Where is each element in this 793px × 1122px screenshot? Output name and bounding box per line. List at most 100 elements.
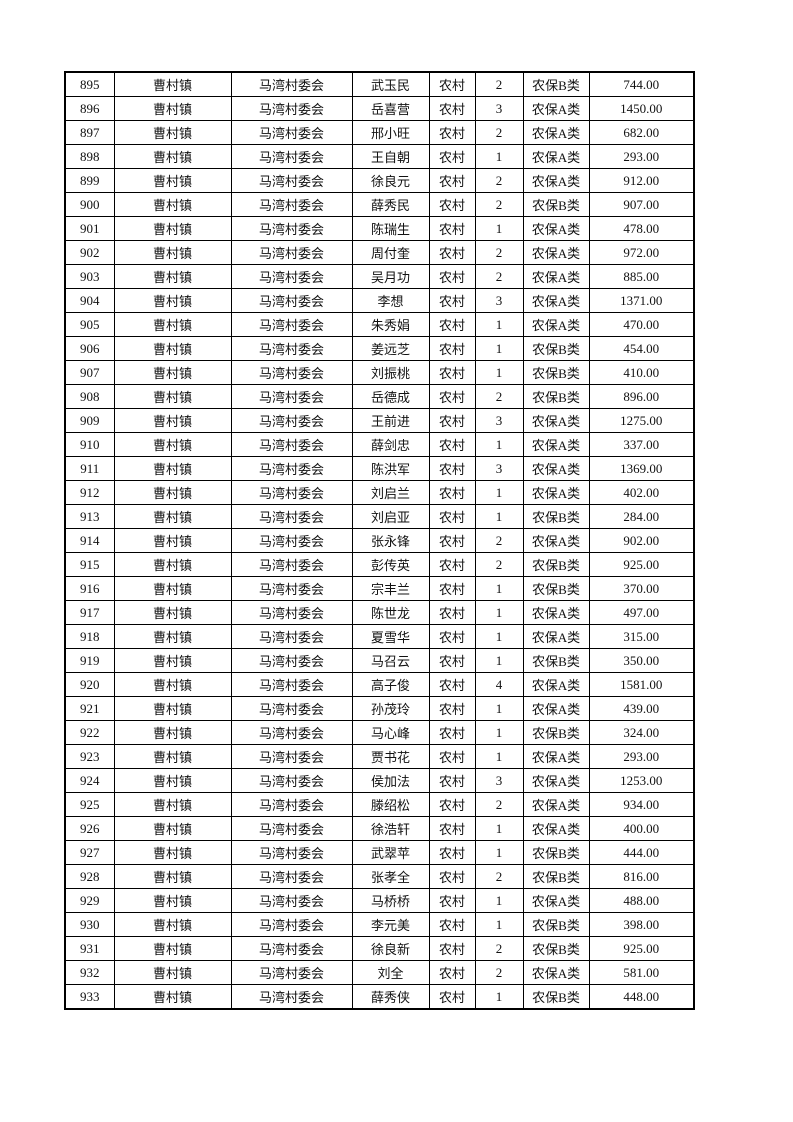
cell-count: 2 [474,864,524,889]
cell-category: 农保A类 [522,744,590,769]
cell-count: 1 [474,816,524,841]
cell-category: 农保A类 [522,888,590,913]
cell-town: 曹村镇 [113,696,232,721]
cell-num: 929 [64,888,115,913]
cell-count: 1 [474,216,524,241]
cell-count: 2 [474,384,524,409]
cell-name: 武翠苹 [351,840,430,865]
cell-town: 曹村镇 [113,336,232,361]
cell-type: 农村 [428,672,476,697]
cell-category: 农保A类 [522,792,590,817]
cell-town: 曹村镇 [113,624,232,649]
cell-num: 919 [64,648,115,673]
cell-amount: 1369.00 [588,456,695,481]
cell-village: 马湾村委会 [230,552,353,577]
cell-village: 马湾村委会 [230,168,353,193]
cell-amount: 398.00 [588,912,695,937]
cell-count: 1 [474,888,524,913]
table-row: 928 曹村镇 马湾村委会 张孝全 农村 2 农保B类 816.00 [64,864,695,889]
cell-type: 农村 [428,552,476,577]
table-row: 921 曹村镇 马湾村委会 孙茂玲 农村 1 农保A类 439.00 [64,696,695,721]
table-row: 913 曹村镇 马湾村委会 刘启亚 农村 1 农保B类 284.00 [64,504,695,529]
cell-category: 农保A类 [522,168,590,193]
cell-town: 曹村镇 [113,888,232,913]
cell-amount: 907.00 [588,192,695,217]
cell-town: 曹村镇 [113,768,232,793]
cell-name: 宗丰兰 [351,576,430,601]
cell-type: 农村 [428,480,476,505]
table-row: 905 曹村镇 马湾村委会 朱秀娟 农村 1 农保A类 470.00 [64,312,695,337]
cell-name: 滕绍松 [351,792,430,817]
cell-count: 1 [474,432,524,457]
cell-num: 926 [64,816,115,841]
cell-village: 马湾村委会 [230,480,353,505]
cell-num: 914 [64,528,115,553]
cell-name: 马召云 [351,648,430,673]
cell-count: 1 [474,360,524,385]
table-row: 919 曹村镇 马湾村委会 马召云 农村 1 农保B类 350.00 [64,648,695,673]
cell-category: 农保A类 [522,216,590,241]
cell-count: 1 [474,336,524,361]
cell-amount: 1371.00 [588,288,695,313]
cell-amount: 284.00 [588,504,695,529]
cell-town: 曹村镇 [113,504,232,529]
cell-village: 马湾村委会 [230,528,353,553]
cell-num: 931 [64,936,115,961]
cell-count: 1 [474,912,524,937]
table-row: 931 曹村镇 马湾村委会 徐良新 农村 2 农保B类 925.00 [64,936,695,961]
cell-type: 农村 [428,792,476,817]
cell-amount: 439.00 [588,696,695,721]
cell-category: 农保B类 [522,336,590,361]
cell-town: 曹村镇 [113,480,232,505]
cell-name: 刘振桃 [351,360,430,385]
cell-town: 曹村镇 [113,71,232,97]
table-row: 904 曹村镇 马湾村委会 李想 农村 3 农保A类 1371.00 [64,288,695,313]
cell-village: 马湾村委会 [230,264,353,289]
cell-town: 曹村镇 [113,816,232,841]
cell-town: 曹村镇 [113,264,232,289]
cell-num: 897 [64,120,115,145]
cell-village: 马湾村委会 [230,408,353,433]
cell-type: 农村 [428,504,476,529]
cell-village: 马湾村委会 [230,312,353,337]
cell-type: 农村 [428,408,476,433]
cell-name: 贾书花 [351,744,430,769]
table-row: 923 曹村镇 马湾村委会 贾书花 农村 1 农保A类 293.00 [64,744,695,769]
cell-type: 农村 [428,384,476,409]
cell-num: 899 [64,168,115,193]
cell-num: 910 [64,432,115,457]
cell-category: 农保B类 [522,936,590,961]
cell-name: 孙茂玲 [351,696,430,721]
table-row: 915 曹村镇 马湾村委会 彭传英 农村 2 农保B类 925.00 [64,552,695,577]
cell-category: 农保A类 [522,624,590,649]
cell-type: 农村 [428,648,476,673]
cell-category: 农保A类 [522,288,590,313]
cell-num: 933 [64,984,115,1010]
cell-num: 903 [64,264,115,289]
cell-amount: 925.00 [588,552,695,577]
cell-village: 马湾村委会 [230,576,353,601]
cell-village: 马湾村委会 [230,816,353,841]
cell-num: 908 [64,384,115,409]
cell-num: 896 [64,96,115,121]
cell-count: 2 [474,792,524,817]
cell-count: 2 [474,71,524,97]
table-row: 910 曹村镇 马湾村委会 薛剑忠 农村 1 农保A类 337.00 [64,432,695,457]
cell-amount: 478.00 [588,216,695,241]
table-row: 900 曹村镇 马湾村委会 薛秀民 农村 2 农保B类 907.00 [64,192,695,217]
cell-category: 农保B类 [522,552,590,577]
cell-count: 1 [474,600,524,625]
cell-name: 吴月功 [351,264,430,289]
cell-town: 曹村镇 [113,384,232,409]
cell-name: 夏雪华 [351,624,430,649]
cell-category: 农保A类 [522,240,590,265]
cell-type: 农村 [428,528,476,553]
cell-num: 932 [64,960,115,985]
cell-name: 李想 [351,288,430,313]
cell-amount: 682.00 [588,120,695,145]
cell-count: 3 [474,96,524,121]
cell-name: 徐浩轩 [351,816,430,841]
cell-type: 农村 [428,360,476,385]
cell-name: 王前进 [351,408,430,433]
cell-type: 农村 [428,984,476,1010]
